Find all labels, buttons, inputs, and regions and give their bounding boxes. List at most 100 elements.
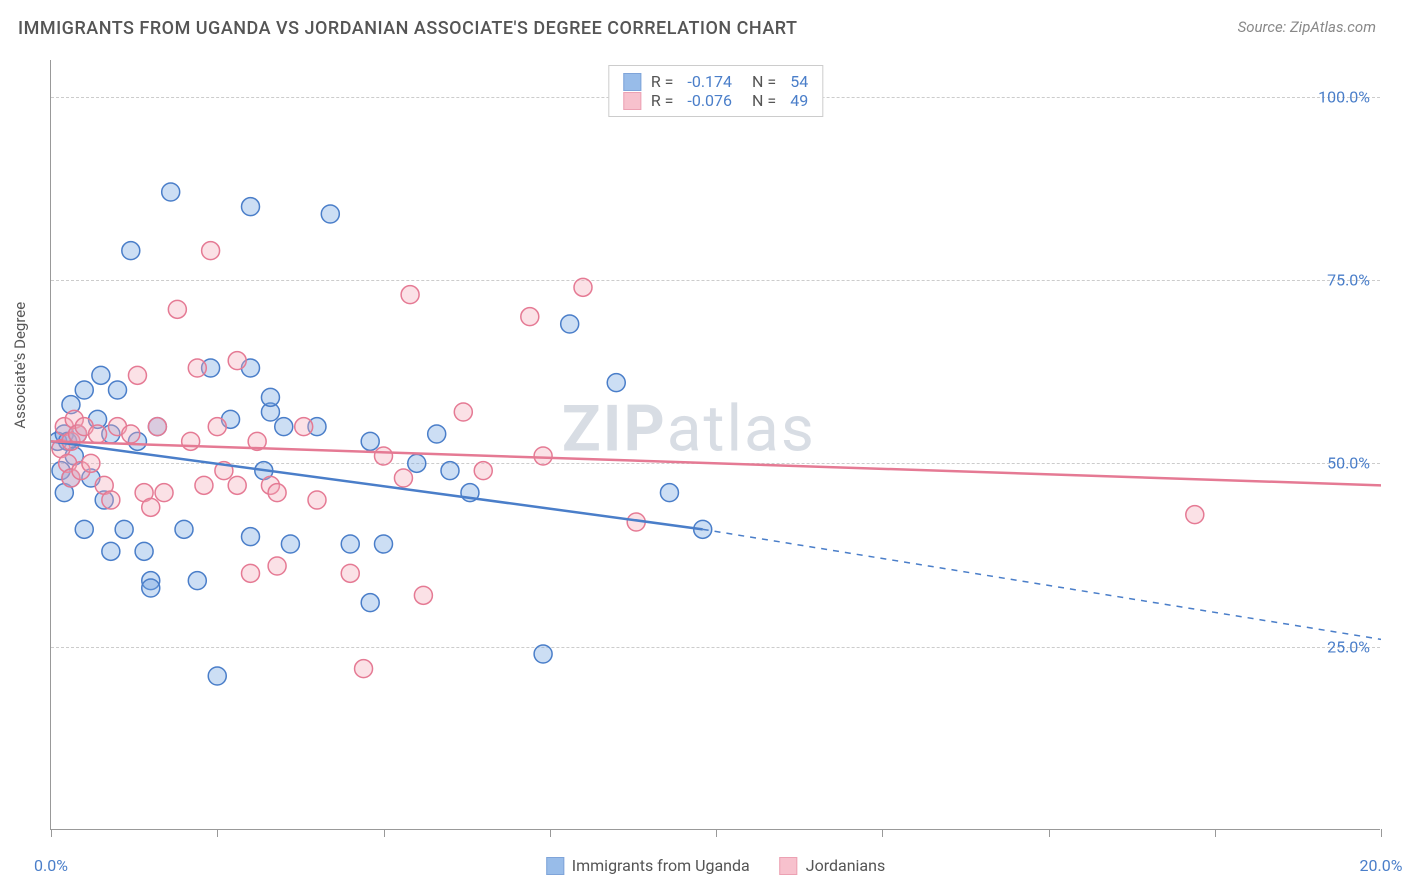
data-point bbox=[82, 454, 100, 472]
scatter-svg bbox=[51, 60, 1381, 830]
data-point bbox=[228, 352, 246, 370]
y-axis-label: Associate's Degree bbox=[11, 302, 29, 429]
x-tick bbox=[1381, 829, 1382, 837]
trend-line bbox=[51, 441, 1381, 485]
data-point bbox=[89, 425, 107, 443]
data-point bbox=[474, 462, 492, 480]
data-point bbox=[281, 535, 299, 553]
data-point bbox=[355, 660, 373, 678]
x-tick bbox=[716, 829, 717, 837]
data-point bbox=[394, 469, 412, 487]
data-point bbox=[308, 491, 326, 509]
data-point bbox=[168, 300, 186, 318]
correlation-chart: Associate's Degree ZIPatlas R = -0.174 N… bbox=[50, 60, 1380, 830]
data-point bbox=[275, 418, 293, 436]
x-tick bbox=[882, 829, 883, 837]
page-title: IMMIGRANTS FROM UGANDA VS JORDANIAN ASSO… bbox=[18, 18, 797, 39]
data-point bbox=[202, 242, 220, 260]
data-point bbox=[122, 242, 140, 260]
x-tick-label: 20.0% bbox=[1360, 856, 1403, 875]
data-point bbox=[75, 520, 93, 538]
data-point bbox=[268, 557, 286, 575]
legend-swatch-jordanians bbox=[780, 857, 798, 875]
data-point bbox=[128, 366, 146, 384]
data-point bbox=[242, 564, 260, 582]
data-point bbox=[295, 418, 313, 436]
data-point bbox=[534, 447, 552, 465]
legend-label-uganda: Immigrants from Uganda bbox=[572, 856, 750, 875]
data-point bbox=[341, 535, 359, 553]
r-label: R = bbox=[651, 72, 674, 91]
data-point bbox=[408, 454, 426, 472]
x-tick bbox=[550, 829, 551, 837]
stats-legend-row: R = -0.076 N = 49 bbox=[623, 91, 808, 110]
data-point bbox=[561, 315, 579, 333]
data-point bbox=[228, 476, 246, 494]
x-tick-label: 0.0% bbox=[34, 856, 68, 875]
legend-swatch-uganda bbox=[546, 857, 564, 875]
x-tick bbox=[1215, 829, 1216, 837]
n-value-jordanians: 49 bbox=[790, 91, 808, 110]
data-point bbox=[142, 498, 160, 516]
n-label: N = bbox=[752, 91, 776, 110]
data-point bbox=[401, 286, 419, 304]
data-point bbox=[188, 572, 206, 590]
data-point bbox=[148, 418, 166, 436]
data-point bbox=[361, 432, 379, 450]
data-point bbox=[242, 528, 260, 546]
data-point bbox=[135, 542, 153, 560]
data-point bbox=[534, 645, 552, 663]
data-point bbox=[428, 425, 446, 443]
data-point bbox=[268, 484, 286, 502]
data-point bbox=[115, 520, 133, 538]
legend-swatch-uganda bbox=[623, 73, 641, 91]
data-point bbox=[208, 418, 226, 436]
data-point bbox=[242, 198, 260, 216]
trend-line-extrapolated bbox=[703, 529, 1381, 639]
data-point bbox=[155, 484, 173, 502]
data-point bbox=[195, 476, 213, 494]
legend-label-jordanians: Jordanians bbox=[806, 856, 885, 875]
data-point bbox=[375, 535, 393, 553]
data-point bbox=[175, 520, 193, 538]
data-point bbox=[454, 403, 472, 421]
data-point bbox=[1186, 506, 1204, 524]
plot-area: ZIPatlas R = -0.174 N = 54 R = -0.076 N … bbox=[50, 60, 1380, 830]
data-point bbox=[375, 447, 393, 465]
x-tick bbox=[217, 829, 218, 837]
n-label: N = bbox=[752, 72, 776, 91]
data-point bbox=[208, 667, 226, 685]
data-point bbox=[441, 462, 459, 480]
n-value-uganda: 54 bbox=[790, 72, 808, 91]
x-tick bbox=[384, 829, 385, 837]
x-tick bbox=[1049, 829, 1050, 837]
data-point bbox=[109, 381, 127, 399]
r-label: R = bbox=[651, 91, 674, 110]
data-point bbox=[361, 594, 379, 612]
stats-legend-row: R = -0.174 N = 54 bbox=[623, 72, 808, 91]
legend-item-jordanians: Jordanians bbox=[780, 856, 885, 875]
source-attribution: Source: ZipAtlas.com bbox=[1238, 18, 1376, 36]
data-point bbox=[188, 359, 206, 377]
data-point bbox=[574, 278, 592, 296]
data-point bbox=[162, 183, 180, 201]
data-point bbox=[102, 542, 120, 560]
series-legend: Immigrants from Uganda Jordanians bbox=[546, 856, 885, 875]
data-point bbox=[75, 381, 93, 399]
data-point bbox=[122, 425, 140, 443]
r-value-jordanians: -0.076 bbox=[687, 91, 732, 110]
data-point bbox=[261, 388, 279, 406]
legend-item-uganda: Immigrants from Uganda bbox=[546, 856, 750, 875]
data-point bbox=[142, 579, 160, 597]
stats-legend: R = -0.174 N = 54 R = -0.076 N = 49 bbox=[608, 65, 823, 117]
r-value-uganda: -0.174 bbox=[687, 72, 732, 91]
data-point bbox=[660, 484, 678, 502]
legend-swatch-jordanians bbox=[623, 92, 641, 110]
data-point bbox=[321, 205, 339, 223]
data-point bbox=[341, 564, 359, 582]
data-point bbox=[102, 491, 120, 509]
x-tick bbox=[51, 829, 52, 837]
data-point bbox=[521, 308, 539, 326]
data-point bbox=[607, 374, 625, 392]
data-point bbox=[414, 586, 432, 604]
